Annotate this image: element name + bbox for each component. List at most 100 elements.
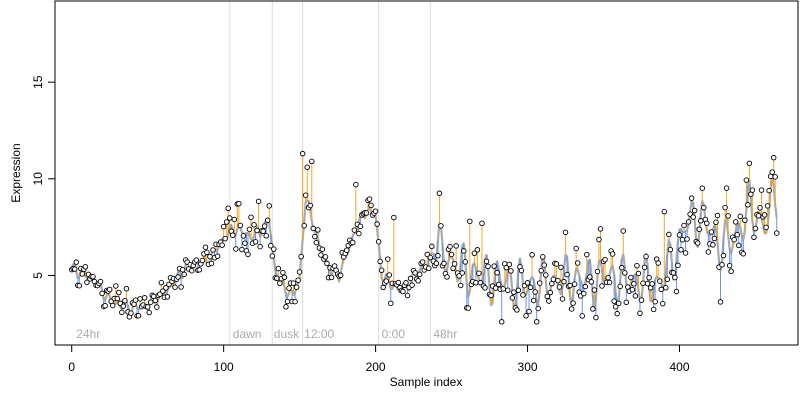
x-tick-label: 200 — [366, 360, 386, 374]
data-point — [350, 239, 356, 246]
data-point — [319, 246, 326, 252]
data-point — [655, 260, 661, 266]
data-point — [304, 164, 310, 170]
data-point — [412, 270, 418, 276]
data-point — [533, 319, 540, 325]
data-point — [704, 220, 710, 227]
data-point — [281, 274, 288, 281]
data-point — [520, 292, 526, 298]
data-point — [500, 286, 506, 292]
data-point — [277, 280, 283, 287]
data-point — [726, 262, 733, 269]
data-point — [632, 293, 639, 299]
data-point — [172, 284, 178, 290]
data-point — [538, 267, 544, 274]
data-point — [123, 285, 130, 292]
data-point — [672, 274, 678, 281]
data-point — [556, 284, 563, 290]
data-point — [508, 268, 514, 274]
data-point — [535, 305, 541, 312]
data-point — [120, 303, 127, 309]
data-point — [732, 219, 739, 225]
data-point — [269, 253, 276, 259]
data-point — [664, 276, 671, 283]
data-point — [740, 251, 747, 257]
data-point — [193, 257, 200, 263]
data-point — [622, 270, 628, 276]
data-point — [386, 272, 393, 278]
data-point — [615, 300, 622, 307]
data-point — [562, 229, 569, 236]
data-point — [612, 303, 619, 310]
data-point — [523, 313, 529, 319]
data-point — [728, 268, 734, 274]
data-point — [742, 217, 748, 224]
data-point — [643, 253, 649, 260]
data-point — [675, 262, 681, 269]
data-point — [681, 222, 687, 229]
data-point — [429, 243, 435, 250]
data-point — [274, 275, 280, 282]
data-point — [770, 154, 777, 161]
data-point — [737, 213, 744, 220]
data-point — [73, 259, 80, 265]
data-point — [199, 257, 206, 264]
data-point — [587, 274, 593, 280]
data-point — [568, 306, 575, 312]
data-point — [219, 242, 225, 248]
data-point — [102, 302, 108, 309]
data-point — [474, 247, 481, 253]
data-point — [426, 265, 432, 272]
region-label: 0:00 — [382, 327, 406, 341]
data-point — [594, 268, 601, 275]
data-point — [617, 283, 623, 290]
data-point — [694, 240, 701, 246]
data-point — [713, 219, 719, 226]
data-point — [114, 295, 121, 302]
data-point — [441, 260, 447, 267]
data-point — [690, 214, 696, 220]
data-point — [372, 208, 379, 214]
residual-layer — [71, 153, 778, 322]
data-point — [374, 221, 380, 227]
data-point — [322, 254, 329, 260]
data-point — [491, 263, 497, 269]
data-point — [76, 282, 83, 289]
data-point — [494, 270, 500, 276]
data-point — [678, 246, 684, 253]
data-point — [453, 243, 459, 249]
data-point — [366, 196, 373, 202]
data-point — [559, 296, 566, 302]
data-point — [773, 230, 780, 236]
data-point — [395, 279, 402, 286]
data-point — [684, 236, 690, 242]
x-tick-label: 100 — [214, 360, 234, 374]
data-point — [618, 264, 625, 271]
data-point — [567, 282, 573, 289]
data-point — [637, 310, 643, 317]
data-point — [315, 227, 321, 233]
data-point — [591, 287, 598, 293]
point-layer — [68, 150, 780, 325]
data-point — [391, 214, 397, 221]
data-point — [479, 220, 485, 226]
data-point — [400, 288, 406, 295]
data-point — [581, 290, 587, 297]
data-point — [751, 234, 757, 241]
data-point — [309, 158, 315, 165]
data-point — [635, 270, 642, 277]
data-point — [113, 283, 119, 289]
data-point — [119, 309, 125, 316]
data-point — [292, 298, 298, 305]
data-point — [419, 259, 426, 265]
data-point — [328, 274, 335, 281]
data-point — [667, 246, 674, 253]
data-point — [582, 283, 589, 290]
data-point — [240, 233, 247, 239]
data-point — [641, 264, 648, 271]
data-point — [710, 242, 716, 248]
data-point — [236, 200, 242, 207]
data-point — [596, 236, 602, 243]
data-point — [175, 274, 181, 280]
data-point — [699, 185, 706, 191]
